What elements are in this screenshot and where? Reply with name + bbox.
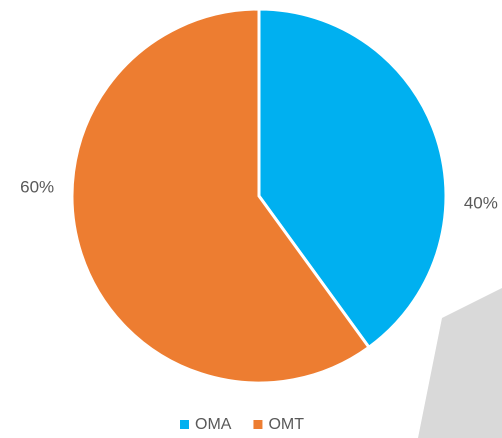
background-shape: [418, 288, 502, 438]
legend-label: OMA: [195, 416, 232, 433]
legend-label: OMT: [268, 416, 304, 433]
pie-slice: [257, 7, 448, 350]
legend: OMA OMT: [180, 416, 304, 433]
data-label: 40%: [464, 193, 498, 212]
legend-swatch: [253, 420, 263, 429]
legend-swatch: [180, 420, 189, 429]
pie-slice: [70, 7, 372, 385]
data-label: 60%: [20, 178, 54, 197]
pie: [70, 7, 448, 385]
labels: 40% 60%: [20, 178, 498, 213]
